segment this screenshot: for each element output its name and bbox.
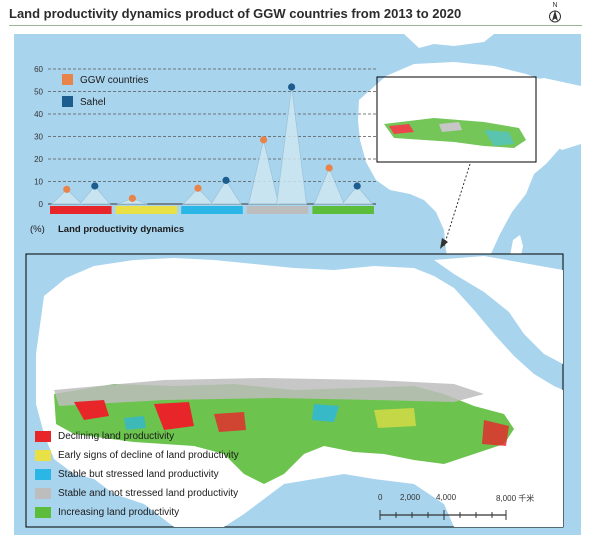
chart-point: [325, 164, 333, 172]
legend-swatch-stable-stressed: [35, 469, 51, 480]
arabia-land: [519, 78, 581, 150]
legend-label-increasing: Increasing land productivity: [58, 507, 180, 518]
overview-inset-frame: [376, 76, 537, 163]
chart-peaks: [50, 86, 374, 205]
chart-point: [194, 184, 202, 192]
map-canvas: 0 10 20 30 40 50 60 GGW countries Sahel (%) La…: [25, 34, 581, 528]
legend-swatch-early-decline: [35, 450, 51, 461]
legend-label-stable-not-stressed: Stable and not stressed land productivit…: [58, 488, 239, 499]
chart-category-band: [115, 206, 178, 214]
chart-y-tick-label: 60: [34, 65, 43, 74]
chart-category-bands: [50, 206, 374, 214]
chart-category-band: [312, 206, 374, 214]
scale-label-8000: 8,000 千米: [496, 494, 535, 503]
chart-point: [288, 83, 296, 91]
legend-item-stable-stressed: Stable but stressed land productivity: [35, 465, 239, 484]
legend-item-increasing: Increasing land productivity: [35, 503, 239, 522]
chart-legend-swatch-ggw: [62, 74, 73, 85]
legend-swatch-declining: [35, 431, 51, 442]
chart-y-tick-label: 10: [34, 178, 43, 187]
chart-y-unit: (%): [30, 224, 45, 235]
chart-category-band: [181, 206, 243, 214]
chart-y-ticks: 0 10 20 30 40 50 60: [34, 65, 43, 209]
chart-point: [222, 176, 230, 184]
chart-category-band: [50, 206, 112, 214]
scale-bar: 0 2,000 4,000 8,000 千米: [378, 493, 534, 523]
chart-point: [260, 136, 268, 144]
north-arrow: N: [547, 2, 563, 24]
chart-y-tick-label: 50: [34, 88, 43, 97]
chart-y-tick-label: 20: [34, 155, 43, 164]
inset-pointer-head: [440, 238, 448, 249]
legend-label-early-decline: Early signs of decline of land productiv…: [58, 450, 239, 461]
chart-legend-label-ggw: GGW countries: [80, 75, 148, 86]
chart-x-axis-label: Land productivity dynamics: [58, 224, 184, 235]
legend-swatch-increasing: [35, 507, 51, 518]
legend-item-early-decline: Early signs of decline of land productiv…: [35, 446, 239, 465]
europe-land: [404, 34, 494, 48]
chart-peak: [341, 185, 374, 205]
legend-swatch-stable-not-stressed: [35, 488, 51, 499]
north-arrow-icon: [549, 10, 561, 23]
chart-point: [128, 194, 136, 202]
chart-peak: [248, 139, 280, 205]
chart-legend: GGW countries Sahel: [62, 74, 148, 108]
chart-peak: [210, 179, 242, 205]
chart-category-band: [246, 206, 309, 214]
chart-peak: [276, 86, 308, 205]
scale-bar-graphic: [379, 510, 507, 520]
legend-label-stable-stressed: Stable but stressed land productivity: [58, 469, 219, 480]
detail-vegetation: [54, 378, 514, 484]
map-frame: 0 10 20 30 40 50 60 GGW countries Sahel (%) La…: [14, 34, 581, 535]
chart-peak: [78, 185, 111, 205]
chart-peak: [182, 187, 214, 205]
map-title: Land productivity dynamics product of GG…: [9, 6, 462, 21]
chart-y-tick-label: 30: [34, 133, 43, 142]
scale-label-4000: 4,000: [436, 493, 457, 502]
chart-legend-swatch-sahel: [62, 96, 73, 107]
legend-label-declining: Declining land productivity: [58, 431, 175, 442]
detail-inset: [25, 253, 564, 528]
scale-label-0: 0: [378, 493, 383, 502]
detail-arabia: [434, 256, 563, 364]
chart-peak: [313, 166, 345, 205]
chart-peak: [50, 188, 83, 205]
africa-overview: [358, 34, 581, 306]
legend-item-declining: Declining land productivity: [35, 427, 239, 446]
north-label: N: [552, 2, 558, 9]
productivity-chart: 0 10 20 30 40 50 60 GGW countries Sahel (%) La…: [30, 65, 376, 235]
chart-point: [353, 182, 361, 190]
chart-y-tick-label: 40: [34, 110, 43, 119]
chart-legend-label-sahel: Sahel: [80, 97, 106, 108]
chart-point: [91, 182, 99, 190]
map-legend: Declining land productivity Early signs …: [35, 427, 239, 522]
title-divider: [9, 25, 582, 26]
chart-y-tick-label: 0: [39, 200, 44, 209]
legend-item-stable-not-stressed: Stable and not stressed land productivit…: [35, 484, 239, 503]
chart-points: [63, 83, 361, 202]
overview-vegetation: [384, 118, 526, 148]
scale-label-2000: 2,000: [400, 493, 421, 502]
chart-point: [63, 185, 71, 193]
